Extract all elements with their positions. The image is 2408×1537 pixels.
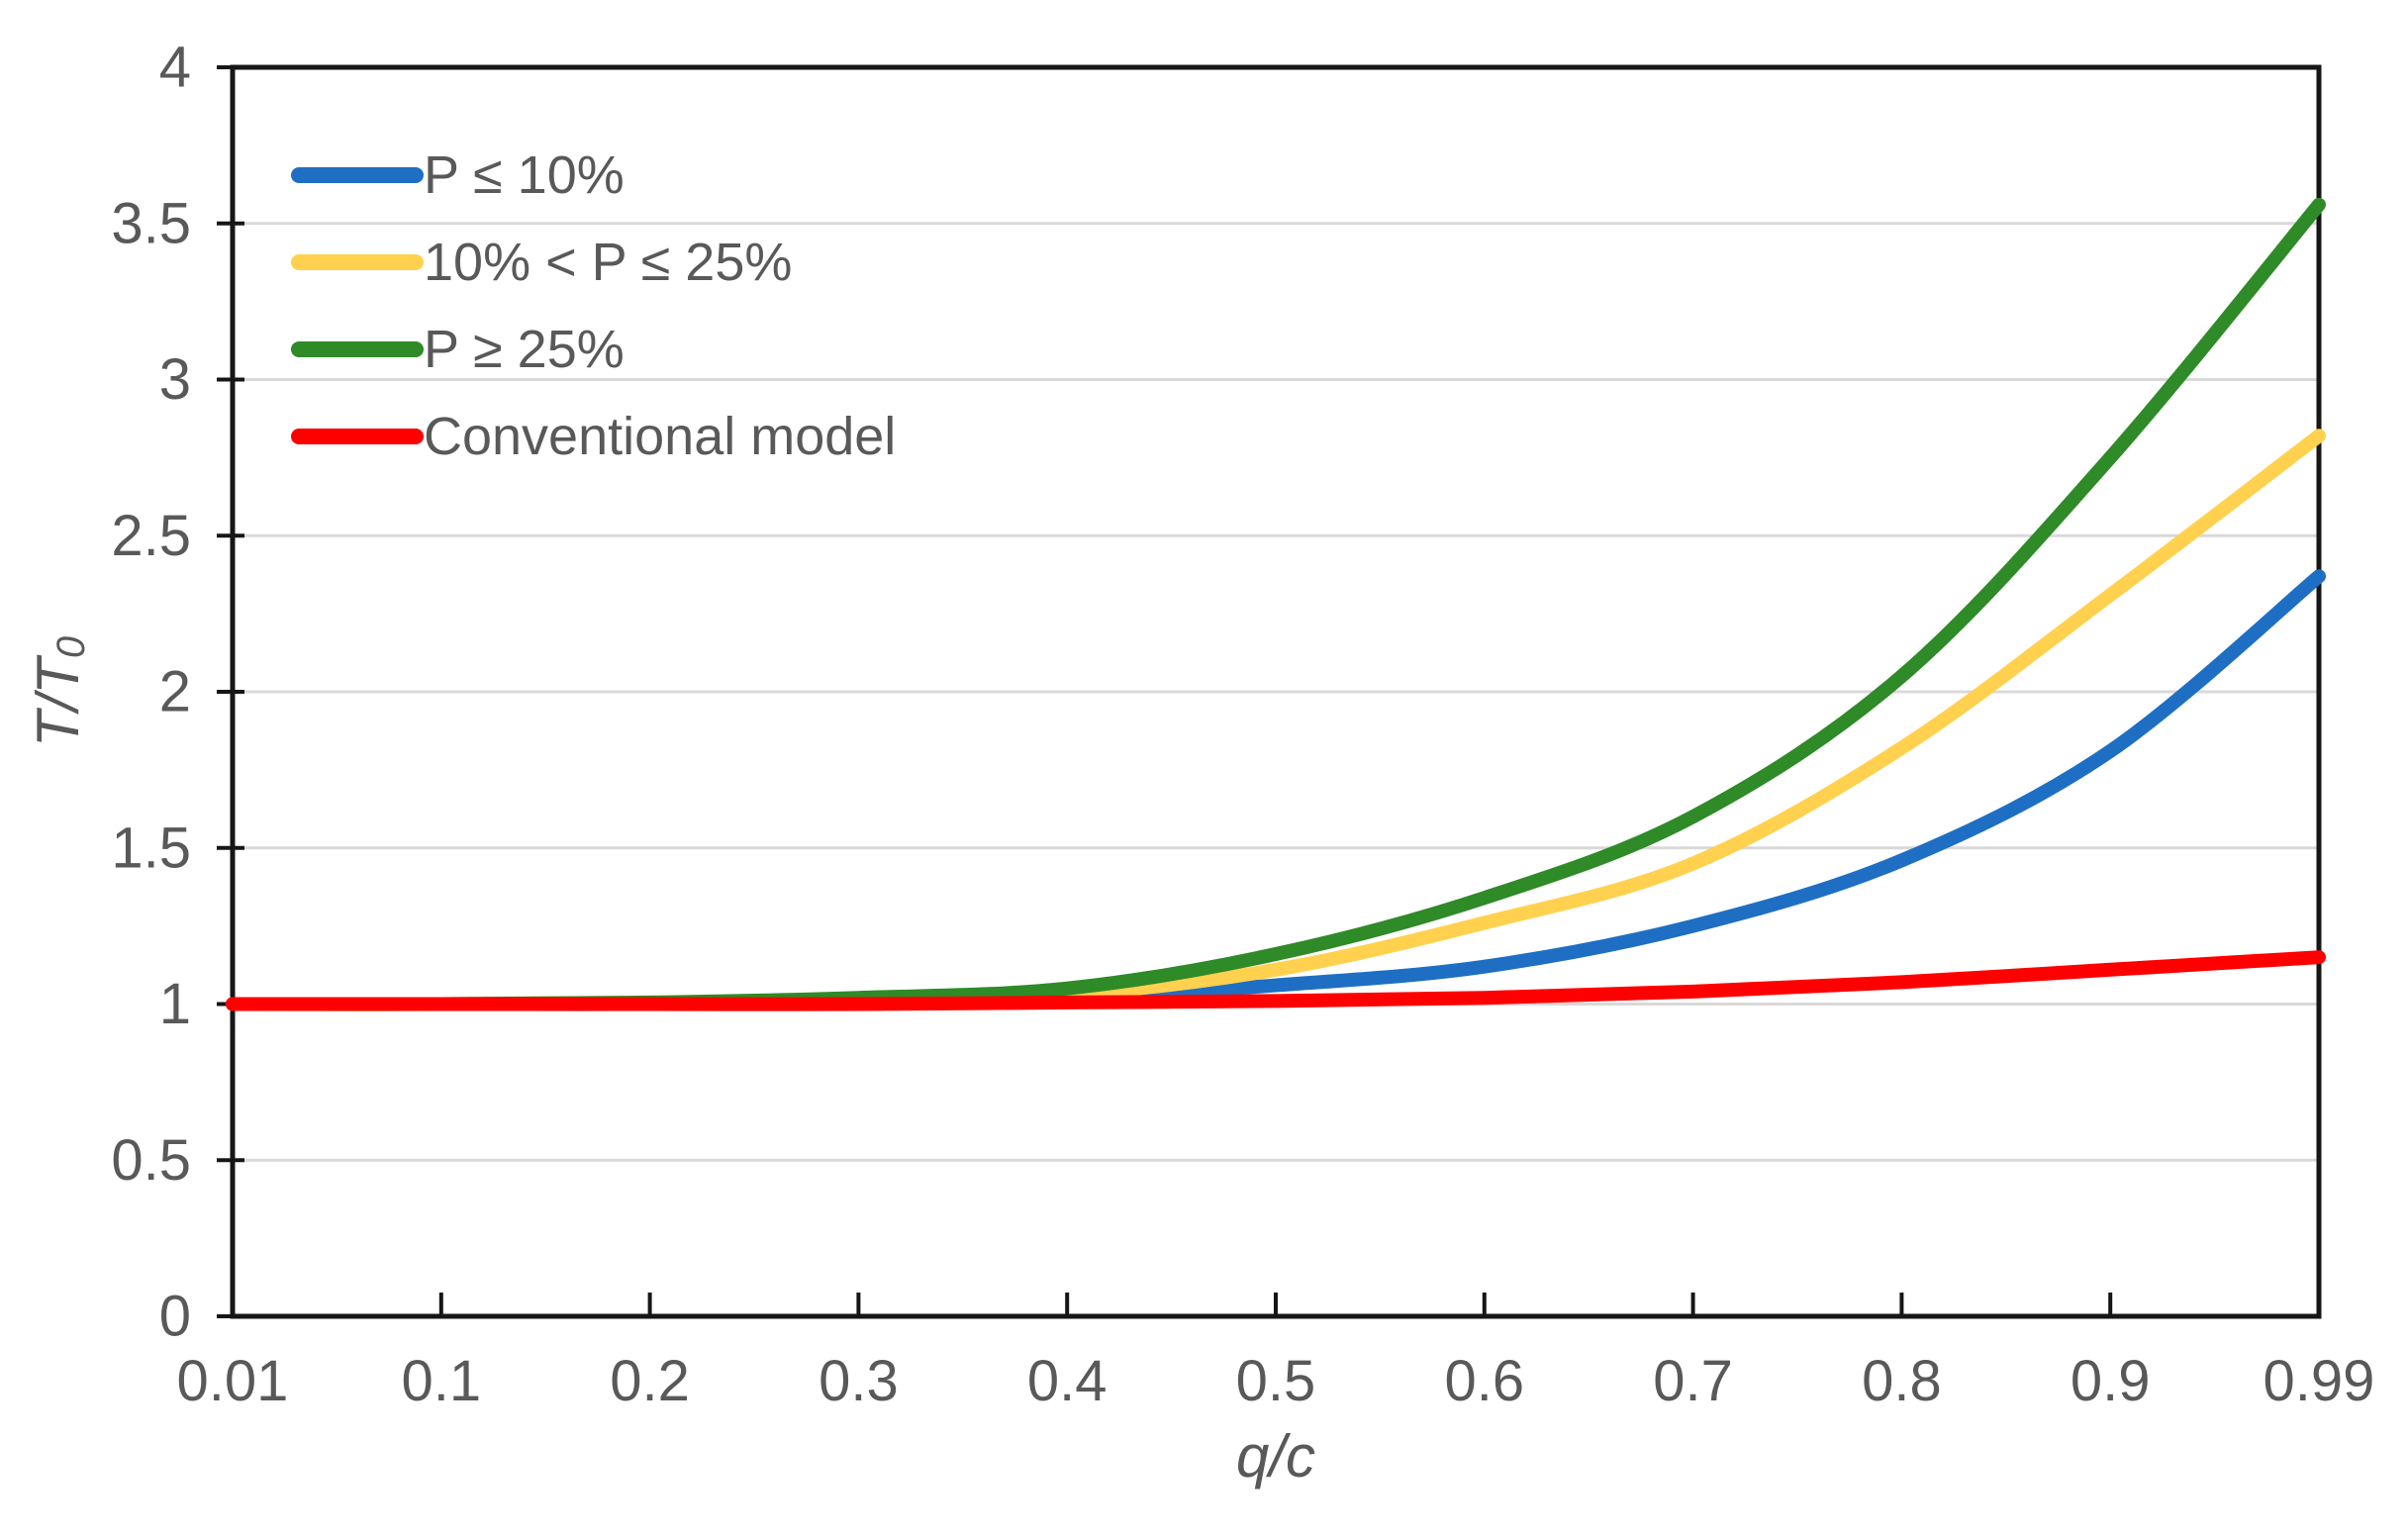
x-tick-label: 0.8 bbox=[1862, 1349, 1942, 1413]
plot-border bbox=[230, 64, 2322, 1319]
series-line-3 bbox=[226, 950, 2326, 1011]
y-tick-label: 1 bbox=[159, 972, 191, 1036]
legend-label: Conventional model bbox=[424, 407, 896, 466]
x-tick-label: 0.1 bbox=[401, 1349, 481, 1413]
legend-item: 10% < P ≤ 25% bbox=[291, 233, 792, 292]
x-tick-label: 0.99 bbox=[2264, 1349, 2375, 1413]
y-tick-label: 0.5 bbox=[111, 1128, 191, 1193]
x-axis-title: q/c bbox=[1236, 1423, 1315, 1489]
x-tick-label: 0.3 bbox=[819, 1349, 899, 1413]
x-tick-label: 0.2 bbox=[610, 1349, 690, 1413]
legend-label: P ≤ 10% bbox=[424, 145, 625, 205]
y-tick-label: 0 bbox=[159, 1285, 191, 1349]
x-tick-label: 0.6 bbox=[1444, 1349, 1524, 1413]
legend-label: 10% < P ≤ 25% bbox=[424, 233, 792, 292]
x-tick-label: 0.5 bbox=[1236, 1349, 1316, 1413]
y-tick-label: 2.5 bbox=[111, 504, 191, 568]
legend-item: P ≥ 25% bbox=[291, 320, 625, 379]
x-tick-label: 0.7 bbox=[1653, 1349, 1733, 1413]
x-tick-label: 0.01 bbox=[177, 1349, 289, 1413]
legend-item: P ≤ 10% bbox=[291, 145, 625, 205]
legend-item: Conventional model bbox=[291, 407, 896, 466]
y-tick-label: 1.5 bbox=[111, 816, 191, 880]
legend-label: P ≥ 25% bbox=[424, 320, 625, 379]
y-tick-label: 4 bbox=[159, 36, 191, 100]
y-axis-title: T/T0 bbox=[25, 636, 94, 747]
x-tick-label: 0.9 bbox=[2071, 1349, 2151, 1413]
x-tick-label: 0.4 bbox=[1027, 1349, 1108, 1413]
y-tick-label: 3 bbox=[159, 347, 191, 412]
y-tick-label: 3.5 bbox=[111, 191, 191, 255]
y-tick-label: 2 bbox=[159, 660, 191, 724]
